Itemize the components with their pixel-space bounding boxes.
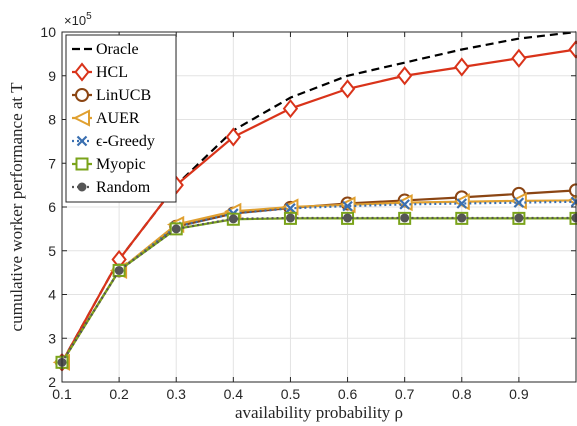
y-tick-label: 5 — [48, 243, 56, 259]
series-6-point — [228, 214, 238, 224]
series-4-point — [342, 200, 353, 212]
legend-label: Random — [96, 179, 151, 196]
series-line-0 — [61, 30, 577, 363]
series-line-5 — [61, 217, 576, 363]
x-tick-label: 0.9 — [509, 386, 529, 402]
y-tick-label: 10 — [40, 24, 56, 40]
series-line-4 — [61, 200, 577, 363]
series-1-point — [282, 98, 299, 119]
series-1-point — [511, 48, 527, 68]
y-multiplier-base: ×10 — [64, 13, 86, 28]
series-layer — [52, 30, 577, 372]
series-6-point — [285, 213, 295, 223]
legend-label: LinUCB — [96, 87, 151, 104]
legend-marker — [75, 88, 89, 102]
legend: Oracle HCL LinUCB AUER ϵ-Greedy Myopic Random — [65, 34, 177, 203]
legend-entry: Random — [72, 179, 151, 196]
x-tick-label: 0.8 — [452, 386, 472, 402]
legend-label: Oracle — [96, 41, 139, 58]
series-4-point — [285, 203, 296, 214]
y-multiplier-exponent: 5 — [86, 11, 92, 22]
series-1-point — [225, 127, 242, 147]
legend-entry: AUER — [72, 109, 140, 127]
x-tick-label: 0.3 — [166, 386, 186, 402]
series-1-point — [396, 66, 413, 86]
legend-marker — [76, 135, 88, 147]
legend-marker — [72, 109, 90, 127]
y-tick-label: 3 — [48, 330, 56, 346]
legend-label: HCL — [96, 64, 128, 81]
x-tick-label: 0.5 — [281, 386, 301, 402]
y-tick-label: 2 — [48, 374, 56, 390]
legend-entry: Myopic — [72, 156, 146, 173]
series-4-point — [513, 197, 525, 208]
y-tick-label: 8 — [48, 112, 56, 128]
y-tick-label: 7 — [48, 155, 56, 171]
series-3-point — [452, 193, 470, 211]
x-axis-label: availability probability ρ — [235, 403, 403, 422]
series-6-point — [114, 265, 124, 275]
series-1-point — [454, 57, 470, 77]
series-3-point — [395, 194, 413, 212]
legend-entry: LinUCB — [72, 87, 151, 104]
series-6-point — [343, 213, 353, 223]
y-tick-label: 6 — [48, 199, 56, 215]
series-1-point — [339, 79, 356, 99]
series-6-point — [457, 213, 467, 223]
series-line-1 — [61, 48, 577, 363]
legend-marker — [74, 62, 90, 82]
legend-entry: ϵ-Greedy — [72, 133, 155, 150]
ticks: 0.1 0.2 0.3 0.4 0.5 0.6 0.7 0.8 0.9 2 3 4 5 6 7 8 9 10 — [40, 24, 576, 402]
x-tick-label: 0.2 — [109, 386, 129, 402]
series-line-3 — [61, 199, 577, 363]
series-6-point — [514, 213, 524, 223]
series-3-point — [509, 192, 527, 210]
y-tick-label: 4 — [48, 287, 56, 303]
legend-entry: HCL — [72, 62, 128, 82]
y-axis-label: cumulative worker performance at T — [7, 82, 26, 332]
x-tick-label: 0.7 — [395, 386, 415, 402]
legend-marker — [75, 157, 89, 171]
legend-marker — [77, 182, 87, 192]
x-tick-label: 0.6 — [338, 386, 358, 402]
legend-entry: Oracle — [72, 41, 139, 58]
y-multiplier: ×105 — [64, 11, 92, 28]
y-tick-label: 9 — [48, 68, 56, 84]
legend-label: AUER — [96, 110, 140, 127]
x-tick-label: 0.1 — [52, 386, 72, 402]
series-6-point — [171, 224, 181, 234]
x-tick-label: 0.4 — [224, 386, 244, 402]
legend-label: Myopic — [96, 156, 146, 173]
series-4-point — [399, 199, 410, 210]
series-4-point — [456, 198, 468, 209]
legend-label: ϵ-Greedy — [96, 133, 155, 150]
series-6-point — [400, 213, 410, 223]
